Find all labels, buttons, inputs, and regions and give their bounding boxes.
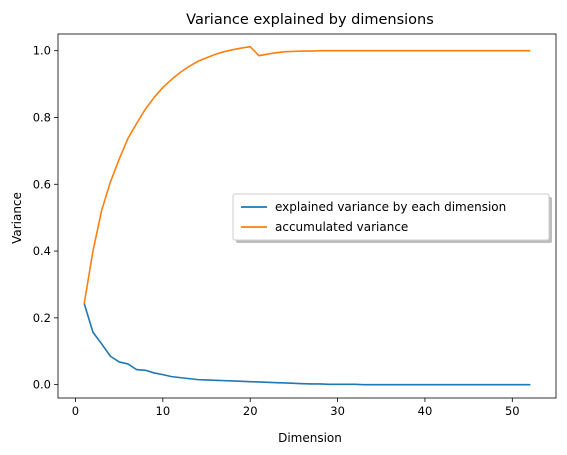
- axes-frame: [57, 33, 557, 399]
- x-tick-label: 10: [156, 404, 171, 418]
- x-tick-label: 40: [418, 404, 433, 418]
- plot-area: 0 10 20 30 40 50 0.0 0.2 0.4 0.6 0.8 1.0: [33, 33, 557, 418]
- legend-label: accumulated variance: [275, 220, 408, 234]
- y-tick-label: 0.6: [33, 177, 51, 191]
- x-tick-label: 20: [243, 404, 258, 418]
- series-line-0: [83, 302, 531, 386]
- y-axis-label: Variance: [10, 192, 24, 244]
- legend-label: explained variance by each dimension: [275, 200, 506, 214]
- x-tick-label: 30: [330, 404, 345, 418]
- chart-title: Variance explained by dimensions: [186, 12, 434, 28]
- y-tick-label: 0.2: [33, 311, 51, 325]
- x-tick-label: 50: [505, 404, 520, 418]
- x-axis-label: Dimension: [278, 431, 342, 445]
- legend: explained variance by each dimension accu…: [232, 193, 552, 243]
- y-tick-label: 1.0: [33, 44, 51, 58]
- y-tick-label: 0.8: [33, 110, 51, 124]
- y-tick-label: 0.0: [33, 378, 51, 392]
- series-line-1: [83, 45, 531, 305]
- y-tick-label: 0.4: [33, 244, 51, 258]
- x-tick-label: 0: [72, 404, 79, 418]
- legend-box: [232, 193, 550, 241]
